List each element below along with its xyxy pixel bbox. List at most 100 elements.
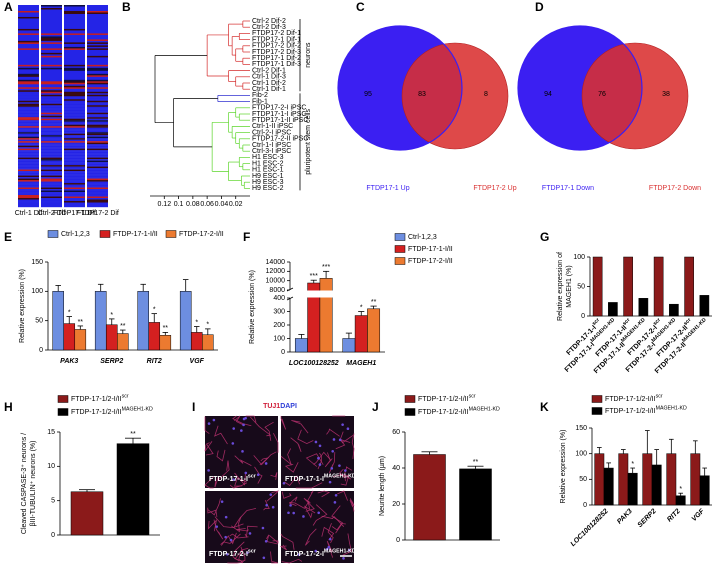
heatmap-cell <box>64 75 85 78</box>
legend-label-base: FTDP-17-1/2-I/II <box>71 396 122 403</box>
bar <box>319 278 333 353</box>
neurite <box>218 460 230 481</box>
bar <box>675 495 686 506</box>
heatmap-cell <box>87 172 108 175</box>
heatmap-cell <box>41 202 62 205</box>
heatmap-cell <box>41 54 62 57</box>
dendrogram-leaf: H9 ESC-3 <box>252 179 284 186</box>
neurite <box>284 462 299 473</box>
dendrogram-tick-label: 0.06 <box>200 201 214 208</box>
heatmap-cell <box>41 82 62 85</box>
micrograph-label: FTDP-17-1-IMAGEH1-KD <box>285 474 356 483</box>
neurite <box>259 457 270 466</box>
legend-label-base: FTDP-17-2-I/II <box>179 231 224 238</box>
legend-swatch <box>404 408 416 416</box>
heatmap-cell <box>64 69 85 72</box>
heatmap-cell <box>41 70 62 73</box>
heatmap-cell <box>64 102 85 104</box>
heatmap-cell <box>87 13 108 16</box>
heatmap-cell <box>64 192 85 194</box>
heatmap-cell <box>18 31 39 34</box>
heatmap-cell <box>18 27 39 30</box>
heatmap-cell <box>41 85 62 88</box>
heatmap-cell <box>64 199 85 202</box>
heatmap-cell <box>18 148 39 151</box>
venn-count: 83 <box>418 91 426 98</box>
heatmap-cell <box>18 193 39 196</box>
dendrogram-leaf: Ctrl-1 Dif-1 <box>252 86 286 93</box>
y-tick-label: 0 <box>583 502 587 509</box>
heatmap-cell <box>64 55 85 58</box>
heatmap-cell <box>64 151 85 154</box>
heatmap-cell <box>64 93 85 95</box>
neurite <box>220 533 241 545</box>
y-tick-label: 0 <box>51 532 55 539</box>
nucleus <box>325 547 329 551</box>
venn-count: 76 <box>598 91 606 98</box>
heatmap-cell <box>87 96 108 98</box>
dendrogram-leaf: Ctrl-1-II iPSC <box>252 123 293 130</box>
heatmap-cell <box>87 39 108 42</box>
nucleus <box>334 493 338 497</box>
heatmap-cell <box>64 130 85 133</box>
heatmap-cell <box>87 19 108 22</box>
heatmap-cell <box>41 5 62 7</box>
heatmap-cell <box>87 73 108 76</box>
bar <box>638 298 649 317</box>
neurite <box>227 562 243 564</box>
x-tick-label-base: SERP2 <box>100 358 123 365</box>
neurite <box>207 498 221 516</box>
neurite <box>349 498 355 512</box>
heatmap-cell <box>64 123 85 125</box>
panel-label: J <box>372 400 379 414</box>
nucleus <box>226 552 229 556</box>
y-tick-label: 15 <box>47 429 55 436</box>
venn-circle <box>581 42 689 150</box>
heatmap-cell <box>87 181 108 184</box>
heatmap-cell <box>64 34 85 37</box>
y-axis-label: Relative expression (%) <box>560 430 567 504</box>
heatmap-cell <box>64 28 85 31</box>
heatmap-cell <box>18 109 39 112</box>
heatmap-cell <box>64 121 85 124</box>
x-tick-label-base: RIT2 <box>666 508 682 524</box>
heatmap-cell <box>18 10 39 13</box>
heatmap-cell <box>87 43 108 46</box>
neurite <box>244 525 258 538</box>
neurite <box>340 435 354 444</box>
heatmap-cell <box>41 58 62 61</box>
y-axis-label: βIII-TUBULIN⁺ neurons (%) <box>30 441 37 527</box>
heatmap-cell <box>64 94 85 97</box>
neurite <box>337 490 348 501</box>
heatmap-cell <box>87 33 108 36</box>
heatmap-cell <box>64 42 85 45</box>
heatmap-cell <box>64 114 85 116</box>
heatmap-cell <box>87 187 108 190</box>
heatmap-cell <box>18 19 39 22</box>
heatmap-cell <box>41 97 62 100</box>
micrograph-label-sup: scr <box>248 474 256 480</box>
bar <box>618 453 629 506</box>
bar <box>70 491 104 536</box>
heatmap-cell <box>41 133 62 136</box>
heatmap-cell <box>64 108 85 110</box>
heatmap-cell <box>87 186 108 188</box>
heatmap-cell <box>18 34 39 37</box>
heatmap-cell <box>64 49 85 52</box>
venn-outline <box>337 25 463 151</box>
neurite <box>270 551 279 564</box>
heatmap-cell <box>18 108 39 110</box>
bar <box>627 472 638 506</box>
heatmap-cell <box>41 91 62 94</box>
heatmap-cell <box>41 63 62 66</box>
heatmap-cell <box>41 144 62 146</box>
heatmap-cell <box>41 135 62 137</box>
y-tick-label: 100 <box>575 451 587 458</box>
heatmap-cell <box>41 99 62 101</box>
heatmap-cell <box>87 55 108 58</box>
dendrogram-leaf: Ctrl-1 Dif-3 <box>252 74 286 81</box>
legend-swatch <box>394 233 406 241</box>
significance: * <box>360 304 363 311</box>
y-tick-label: 200 <box>273 322 285 329</box>
heatmap-cell <box>87 178 108 181</box>
